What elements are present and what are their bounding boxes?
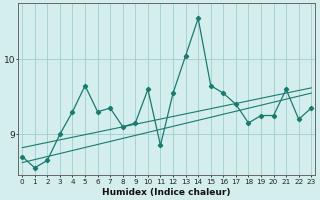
X-axis label: Humidex (Indice chaleur): Humidex (Indice chaleur)	[102, 188, 231, 197]
